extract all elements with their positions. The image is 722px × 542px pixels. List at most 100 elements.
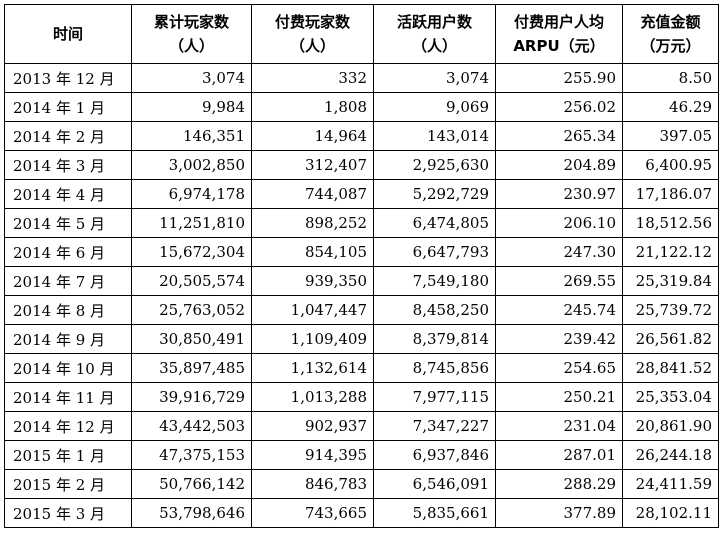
- cell-arpu: 377.89: [495, 498, 623, 528]
- cell-arpu: 204.89: [495, 150, 623, 180]
- cell-month: 2014 年 3 月: [4, 150, 132, 180]
- cell-active-users: 8,379,814: [373, 324, 496, 354]
- cell-paying-players: 939,350: [251, 266, 374, 296]
- table-body: 2013 年 12 月 3,074 332 3,074 255.90 8.50 2014 年…: [4, 63, 719, 528]
- cell-cumulative-players: 6,974,178: [131, 179, 252, 209]
- cell-active-users: 3,074: [373, 63, 496, 93]
- cell-recharge-amount: 17,186.07: [622, 179, 719, 209]
- cell-arpu: 256.02: [495, 92, 623, 122]
- header-arpu-unit: ARPU（元）: [513, 37, 605, 55]
- table-row: 2014 年 10 月 35,897,485 1,132,614 8,745,856 2…: [4, 353, 719, 383]
- cell-active-users: 7,347,227: [373, 411, 496, 441]
- cell-active-users: 2,925,630: [373, 150, 496, 180]
- header-recharge-amount: 充值金额 （万元）: [622, 4, 719, 64]
- cell-recharge-amount: 6,400.95: [622, 150, 719, 180]
- cell-cumulative-players: 9,984: [131, 92, 252, 122]
- cell-month: 2014 年 2 月: [4, 121, 132, 151]
- table-row: 2014 年 4 月 6,974,178 744,087 5,292,729 230.9…: [4, 179, 719, 209]
- table-row: 2015 年 2 月 50,766,142 846,783 6,546,091 288.…: [4, 469, 719, 499]
- cell-paying-players: 1,132,614: [251, 353, 374, 383]
- cell-active-users: 5,835,661: [373, 498, 496, 528]
- cell-arpu: 288.29: [495, 469, 623, 499]
- cell-recharge-amount: 28,841.52: [622, 353, 719, 383]
- header-paying-players: 付费玩家数 （人）: [251, 4, 374, 64]
- cell-paying-players: 332: [251, 63, 374, 93]
- cell-cumulative-players: 146,351: [131, 121, 252, 151]
- cell-paying-players: 898,252: [251, 208, 374, 238]
- header-recharge-amount-unit: （万元）: [640, 37, 701, 55]
- header-paying-players-unit: （人）: [289, 37, 335, 55]
- cell-recharge-amount: 21,122.12: [622, 237, 719, 267]
- table-row: 2014 年 7 月 20,505,574 939,350 7,549,180 269.…: [4, 266, 719, 296]
- cell-active-users: 7,549,180: [373, 266, 496, 296]
- table-row: 2014 年 3 月 3,002,850 312,407 2,925,630 204.8…: [4, 150, 719, 180]
- cell-recharge-amount: 20,861.90: [622, 411, 719, 441]
- header-cumulative-players-label: 累计玩家数: [153, 13, 229, 31]
- header-active-users: 活跃用户数 （人）: [373, 4, 496, 64]
- cell-paying-players: 846,783: [251, 469, 374, 499]
- cell-arpu: 239.42: [495, 324, 623, 354]
- table-row: 2014 年 6 月 15,672,304 854,105 6,647,793 247.…: [4, 237, 719, 267]
- header-recharge-amount-label: 充值金额: [640, 13, 701, 31]
- header-cumulative-players: 累计玩家数 （人）: [131, 4, 252, 64]
- cell-recharge-amount: 26,561.82: [622, 324, 719, 354]
- table-row: 2014 年 2 月 146,351 14,964 143,014 265.34 397.…: [4, 121, 719, 151]
- table-row: 2014 年 1 月 9,984 1,808 9,069 256.02 46.29: [4, 92, 719, 122]
- cell-active-users: 8,458,250: [373, 295, 496, 325]
- cell-cumulative-players: 20,505,574: [131, 266, 252, 296]
- cell-month: 2014 年 8 月: [4, 295, 132, 325]
- cell-paying-players: 743,665: [251, 498, 374, 528]
- table-row: 2015 年 3 月 53,798,646 743,665 5,835,661 377.…: [4, 498, 719, 528]
- cell-month: 2013 年 12 月: [4, 63, 132, 93]
- cell-paying-players: 14,964: [251, 121, 374, 151]
- table-row: 2013 年 12 月 3,074 332 3,074 255.90 8.50: [4, 63, 719, 93]
- cell-cumulative-players: 35,897,485: [131, 353, 252, 383]
- cell-paying-players: 744,087: [251, 179, 374, 209]
- cell-arpu: 254.65: [495, 353, 623, 383]
- cell-month: 2014 年 4 月: [4, 179, 132, 209]
- cell-month: 2014 年 11 月: [4, 382, 132, 412]
- cell-active-users: 6,937,846: [373, 440, 496, 470]
- cell-arpu: 247.30: [495, 237, 623, 267]
- cell-recharge-amount: 25,739.72: [622, 295, 719, 325]
- cell-month: 2014 年 5 月: [4, 208, 132, 238]
- cell-cumulative-players: 39,916,729: [131, 382, 252, 412]
- cell-cumulative-players: 15,672,304: [131, 237, 252, 267]
- cell-cumulative-players: 3,002,850: [131, 150, 252, 180]
- cell-paying-players: 914,395: [251, 440, 374, 470]
- cell-paying-players: 1,013,288: [251, 382, 374, 412]
- cell-cumulative-players: 25,763,052: [131, 295, 252, 325]
- cell-recharge-amount: 8.50: [622, 63, 719, 93]
- cell-active-users: 9,069: [373, 92, 496, 122]
- cell-arpu: 206.10: [495, 208, 623, 238]
- table-row: 2014 年 11 月 39,916,729 1,013,288 7,977,115 2…: [4, 382, 719, 412]
- cell-cumulative-players: 11,251,810: [131, 208, 252, 238]
- cell-month: 2014 年 6 月: [4, 237, 132, 267]
- cell-month: 2014 年 10 月: [4, 353, 132, 383]
- cell-recharge-amount: 26,244.18: [622, 440, 719, 470]
- cell-month: 2015 年 3 月: [4, 498, 132, 528]
- header-cumulative-players-unit: （人）: [168, 37, 214, 55]
- header-arpu: 付费用户人均 ARPU（元）: [495, 4, 623, 64]
- cell-cumulative-players: 47,375,153: [131, 440, 252, 470]
- cell-recharge-amount: 46.29: [622, 92, 719, 122]
- header-time: 时间: [4, 4, 132, 64]
- table-row: 2014 年 5 月 11,251,810 898,252 6,474,805 206.…: [4, 208, 719, 238]
- cell-arpu: 250.21: [495, 382, 623, 412]
- cell-paying-players: 902,937: [251, 411, 374, 441]
- cell-month: 2015 年 2 月: [4, 469, 132, 499]
- cell-arpu: 230.97: [495, 179, 623, 209]
- cell-active-users: 143,014: [373, 121, 496, 151]
- table-row: 2014 年 12 月 43,442,503 902,937 7,347,227 231…: [4, 411, 719, 441]
- cell-recharge-amount: 25,353.04: [622, 382, 719, 412]
- cell-cumulative-players: 30,850,491: [131, 324, 252, 354]
- cell-cumulative-players: 3,074: [131, 63, 252, 93]
- cell-paying-players: 1,109,409: [251, 324, 374, 354]
- cell-paying-players: 1,047,447: [251, 295, 374, 325]
- cell-cumulative-players: 43,442,503: [131, 411, 252, 441]
- cell-paying-players: 854,105: [251, 237, 374, 267]
- cell-month: 2014 年 7 月: [4, 266, 132, 296]
- cell-active-users: 8,745,856: [373, 353, 496, 383]
- table-row: 2014 年 8 月 25,763,052 1,047,447 8,458,250 24…: [4, 295, 719, 325]
- cell-cumulative-players: 50,766,142: [131, 469, 252, 499]
